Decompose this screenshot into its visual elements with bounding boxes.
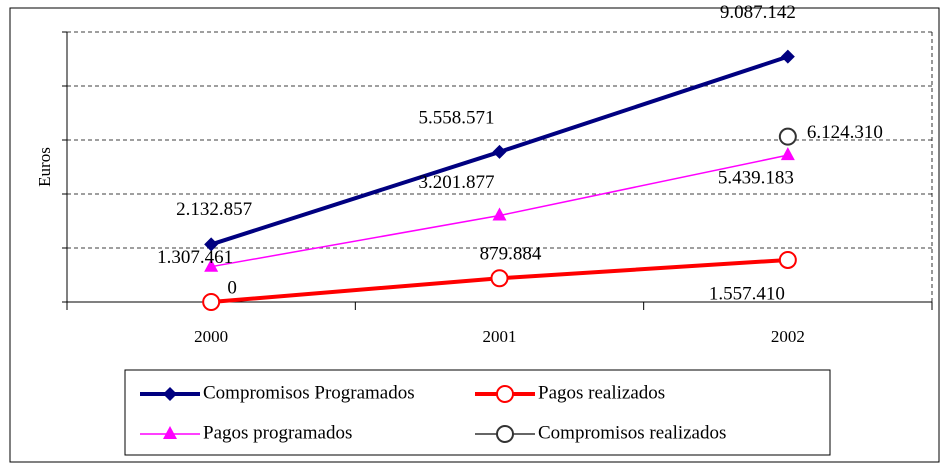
x-tick-label: 2002 <box>771 327 805 346</box>
data-label: 2.132.857 <box>176 199 252 220</box>
data-point <box>780 147 795 161</box>
legend-label: Compromisos realizados <box>538 422 726 443</box>
data-label: 1.557.410 <box>709 283 785 304</box>
data-label: 6.124.310 <box>807 122 883 143</box>
legend-label: Compromisos Programados <box>203 382 415 403</box>
chart-frame <box>9 7 940 463</box>
data-point <box>778 250 797 269</box>
data-label: 5.439.183 <box>718 168 794 189</box>
data-point <box>492 207 507 221</box>
data-point <box>490 269 509 288</box>
data-label: 1.307.461 <box>157 247 233 268</box>
legend-label: Pagos programados <box>203 422 352 443</box>
data-label: 3.201.877 <box>419 172 495 193</box>
legend-marker <box>163 387 177 401</box>
data-point <box>492 144 507 159</box>
legend-box <box>124 369 831 456</box>
x-tick-label: 2000 <box>194 327 228 346</box>
x-tick-label: 2001 <box>483 327 517 346</box>
legend-marker <box>496 425 514 443</box>
data-point <box>202 293 221 311</box>
data-point <box>780 49 795 64</box>
legend-label: Pagos realizados <box>538 382 665 403</box>
y-axis-label: Euros <box>35 147 54 187</box>
data-point <box>778 127 797 146</box>
data-point <box>204 258 219 272</box>
legend-marker <box>496 385 514 403</box>
data-label: 879.884 <box>480 244 542 265</box>
data-label: 0 <box>227 277 237 298</box>
legend-marker <box>163 426 177 439</box>
data-label: 5.558.571 <box>419 107 495 128</box>
data-label: 9.087.142 <box>720 2 796 23</box>
data-point <box>204 237 219 252</box>
